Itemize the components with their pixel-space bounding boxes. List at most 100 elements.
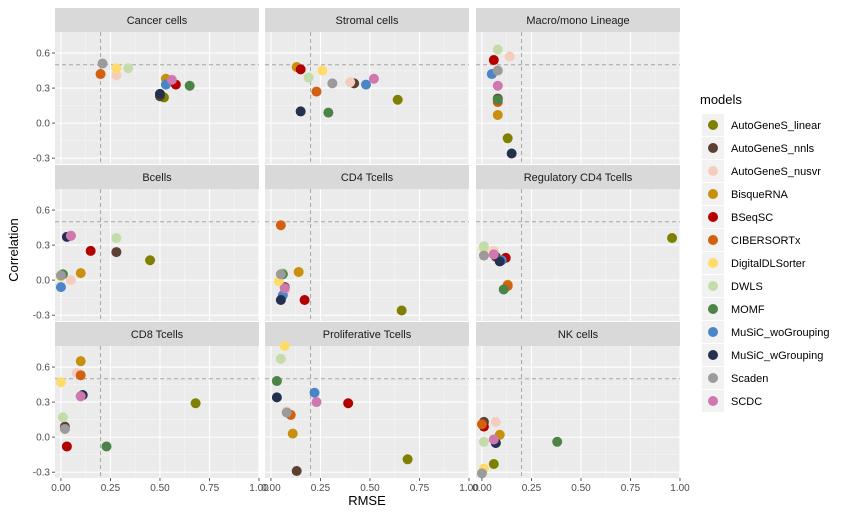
point-cibersortx xyxy=(275,220,286,231)
facet-panels: Cancer cells -0.3 0.0 0.3 0.6 Stromal cells Ma… xyxy=(33,8,690,494)
point-autogenes-nusvr xyxy=(345,77,356,88)
point-scaden xyxy=(492,65,503,76)
legend-key xyxy=(708,327,718,337)
legend-item-music-wgrouping: MuSiC_wGrouping xyxy=(702,344,823,366)
legend-key xyxy=(708,396,718,406)
point-scaden xyxy=(327,78,338,89)
point-scdc xyxy=(368,73,379,84)
point-music-wgrouping xyxy=(154,88,165,99)
point-scdc xyxy=(488,434,499,445)
x-tick-label: 0.50 xyxy=(571,483,591,494)
x-axis-title: RMSE xyxy=(348,493,386,508)
gridlines xyxy=(55,189,260,321)
x-tick-label: 1.00 xyxy=(249,483,269,494)
legend-key xyxy=(708,281,718,291)
point-scaden xyxy=(275,269,286,280)
panel-title: Regulatory CD4 Tcells xyxy=(524,172,633,184)
point-autogenes-nnls xyxy=(291,465,302,476)
y-tick-label: -0.3 xyxy=(33,311,51,322)
point-cibersortx xyxy=(476,419,487,430)
panel-bcells: Bcells -0.3 0.0 0.3 0.6 xyxy=(33,165,260,322)
point-bisquerna xyxy=(287,428,298,439)
y-tick-label: 0.0 xyxy=(36,433,50,444)
legend-title: models xyxy=(700,92,742,107)
point-momf xyxy=(323,107,334,118)
legend-item-bseqsc: BSeqSC xyxy=(702,206,773,228)
x-tick-label: 0.00 xyxy=(261,483,281,494)
point-cibersortx xyxy=(95,69,106,80)
panel-strip xyxy=(55,322,259,346)
point-scdc xyxy=(279,283,290,294)
point-bseqsc xyxy=(488,55,499,66)
legend-key xyxy=(708,120,718,130)
legend-item-autogenes-nnls: AutoGeneS_nnls xyxy=(702,137,815,159)
panel-stromal-cells: Stromal cells xyxy=(265,8,470,164)
point-momf xyxy=(498,284,509,295)
point-dwls xyxy=(111,233,122,244)
y-tick-label: 0.3 xyxy=(36,84,50,95)
legend-label: BisqueRNA xyxy=(731,189,789,201)
point-digitaldlsorter xyxy=(111,63,122,74)
points xyxy=(291,62,403,118)
legend-label: DigitalDLSorter xyxy=(731,258,806,270)
point-music-wogrouping xyxy=(361,79,372,90)
panel-title: CD4 Tcells xyxy=(341,172,394,184)
legend-label: BSeqSC xyxy=(731,212,773,224)
y-tick-label: 0.0 xyxy=(36,276,50,287)
x-tick-label: 0.25 xyxy=(311,483,331,494)
point-scdc xyxy=(311,397,322,408)
panel-title: Macro/mono Lineage xyxy=(526,15,629,27)
point-dwls xyxy=(123,63,134,74)
legend-item-music-wogrouping: MuSiC_woGrouping xyxy=(702,321,829,343)
point-bisquerna xyxy=(492,109,503,120)
panel-title: Proliferative Tcells xyxy=(323,329,412,341)
point-music-wgrouping xyxy=(275,294,286,305)
point-dwls xyxy=(478,436,489,447)
legend-key xyxy=(708,166,718,176)
point-momf xyxy=(184,80,195,91)
point-scaden xyxy=(476,468,487,479)
point-autogenes-linear xyxy=(667,233,678,244)
point-music-wogrouping xyxy=(55,282,66,293)
point-scaden xyxy=(478,250,489,261)
x-tick-label: 0.25 xyxy=(522,483,542,494)
legend-key xyxy=(708,143,718,153)
y-tick-label: 0.3 xyxy=(36,241,50,252)
points xyxy=(478,233,678,295)
legend-item-bisquerna: BisqueRNA xyxy=(702,183,789,205)
point-dwls xyxy=(57,412,68,423)
y-tick-label: 0.3 xyxy=(36,398,50,409)
point-dwls xyxy=(275,353,286,364)
points xyxy=(476,416,563,479)
point-autogenes-linear xyxy=(402,454,413,465)
legend-label: AutoGeneS_nusvr xyxy=(731,166,821,178)
point-momf xyxy=(271,376,282,387)
point-bseqsc xyxy=(295,64,306,75)
panel-strip xyxy=(476,8,680,32)
point-cibersortx xyxy=(75,370,86,381)
legend-label: CIBERSORTx xyxy=(731,235,801,247)
legend-item-momf: MOMF xyxy=(702,298,765,320)
point-cibersortx xyxy=(311,86,322,97)
panel-background xyxy=(55,346,259,478)
points xyxy=(55,230,156,293)
point-autogenes-linear xyxy=(145,255,156,266)
point-dwls xyxy=(303,72,314,83)
panel-background xyxy=(265,32,469,164)
y-axis-title: Correlation xyxy=(6,218,21,282)
point-bisquerna xyxy=(293,266,304,277)
gridlines xyxy=(476,189,681,321)
point-autogenes-linear xyxy=(392,94,403,105)
point-scdc xyxy=(492,80,503,91)
point-music-wgrouping xyxy=(271,392,282,403)
panel-background xyxy=(265,346,469,478)
point-autogenes-nusvr xyxy=(65,275,76,286)
points xyxy=(95,58,195,103)
legend-label: MuSiC_woGrouping xyxy=(731,327,829,339)
panel-proliferative-tcells: Proliferative Tcells 0.00 0.25 0.50 0.75 1.00 xyxy=(261,322,479,494)
legend-key xyxy=(708,304,718,314)
points xyxy=(486,44,517,159)
x-tick-label: 1.00 xyxy=(670,483,690,494)
panel-strip xyxy=(55,165,259,189)
gridlines xyxy=(265,189,470,321)
